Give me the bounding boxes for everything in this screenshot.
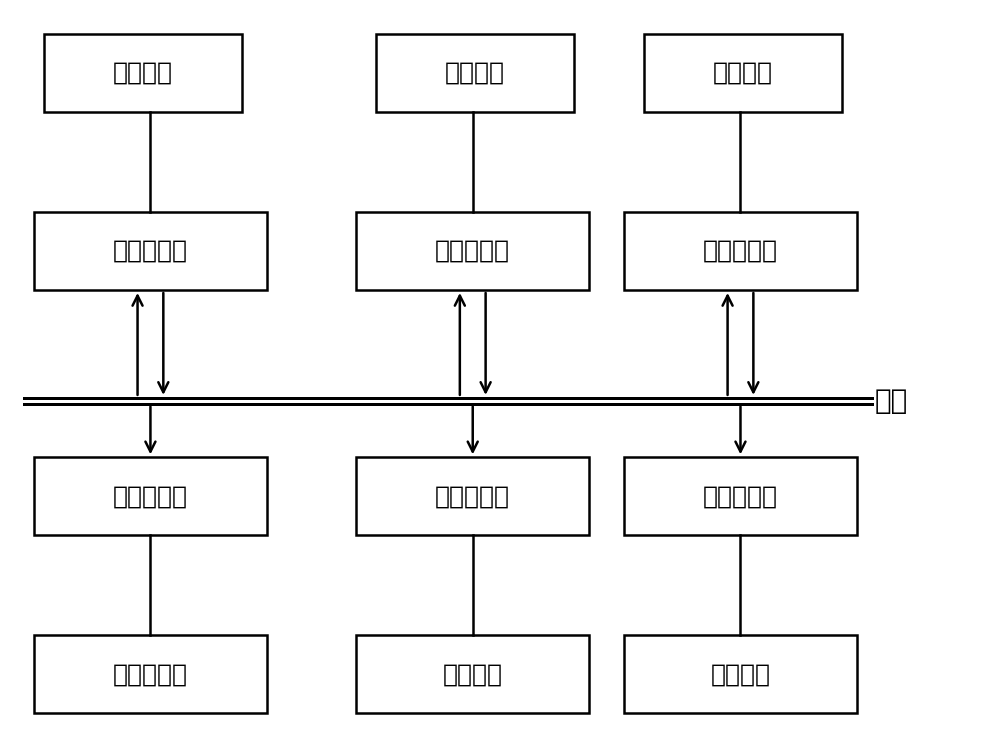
Bar (34, 212, 267, 290)
Text: 直流换流器: 直流换流器 (703, 239, 778, 263)
Text: 直流负载: 直流负载 (710, 662, 770, 686)
Text: 母线: 母线 (875, 387, 908, 415)
Bar (34, 457, 267, 535)
Bar (644, 34, 842, 112)
Text: 电动汽车: 电动汽车 (443, 662, 503, 686)
Text: 直流换流器: 直流换流器 (113, 484, 188, 508)
Text: 储能单元: 储能单元 (445, 61, 505, 85)
Bar (356, 212, 589, 290)
Bar (624, 635, 857, 713)
Text: 储能单元: 储能单元 (713, 61, 773, 85)
Text: 直流换流器: 直流换流器 (435, 239, 510, 263)
Bar (356, 635, 589, 713)
Text: 直流换流器: 直流换流器 (113, 239, 188, 263)
Text: 分布式电源: 分布式电源 (113, 662, 188, 686)
Text: 储能单元: 储能单元 (113, 61, 173, 85)
Text: 直流换流器: 直流换流器 (435, 484, 510, 508)
Bar (34, 635, 267, 713)
Bar (376, 34, 574, 112)
Bar (356, 457, 589, 535)
Bar (44, 34, 242, 112)
Text: 直流换流器: 直流换流器 (703, 484, 778, 508)
Bar (624, 457, 857, 535)
Bar (624, 212, 857, 290)
